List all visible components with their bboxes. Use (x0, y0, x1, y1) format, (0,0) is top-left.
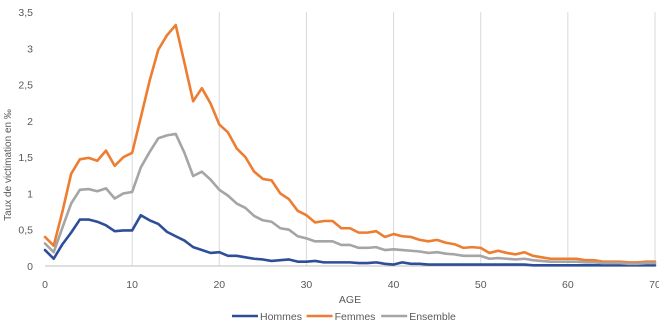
series-line-ensemble (43, 132, 657, 266)
x-tick-label: 40 (388, 279, 400, 291)
legend-label-femmes: Femmes (335, 311, 376, 323)
series-line-hommes (43, 213, 657, 267)
legend-label-ensemble: Ensemble (409, 311, 456, 323)
y-tick-label: 1 (27, 188, 33, 200)
x-tick-label: 50 (475, 279, 487, 291)
series-lines (43, 23, 657, 267)
y-tick-label: 0 (27, 261, 33, 273)
y-tick-label: 2 (27, 116, 33, 128)
y-axis-label: Taux de victimation en ‰ (3, 109, 14, 221)
x-tick-label: 60 (562, 279, 574, 291)
legend: Hommes Femmes Ensemble (232, 311, 456, 323)
y-tick-label: 3 (27, 43, 33, 55)
series-line-femmes (43, 23, 657, 264)
axes: 0 10 20 30 40 50 60 70 0 0,5 1 1,5 2 2,5 3 3,5 (18, 7, 659, 291)
x-tick-label: 10 (126, 279, 138, 291)
x-tick-label: 30 (301, 279, 313, 291)
x-tick-label: 20 (213, 279, 225, 291)
y-tick-label: 0,5 (18, 225, 33, 237)
legend-label-hommes: Hommes (260, 311, 302, 323)
x-axis-label: AGE (339, 294, 361, 306)
y-tick-label: 2,5 (18, 80, 33, 92)
gridlines (131, 12, 656, 266)
y-tick-label: 1,5 (18, 152, 33, 164)
x-tick-label: 70 (649, 279, 659, 291)
x-tick-label: 0 (42, 279, 48, 291)
y-tick-label: 3,5 (18, 7, 33, 19)
